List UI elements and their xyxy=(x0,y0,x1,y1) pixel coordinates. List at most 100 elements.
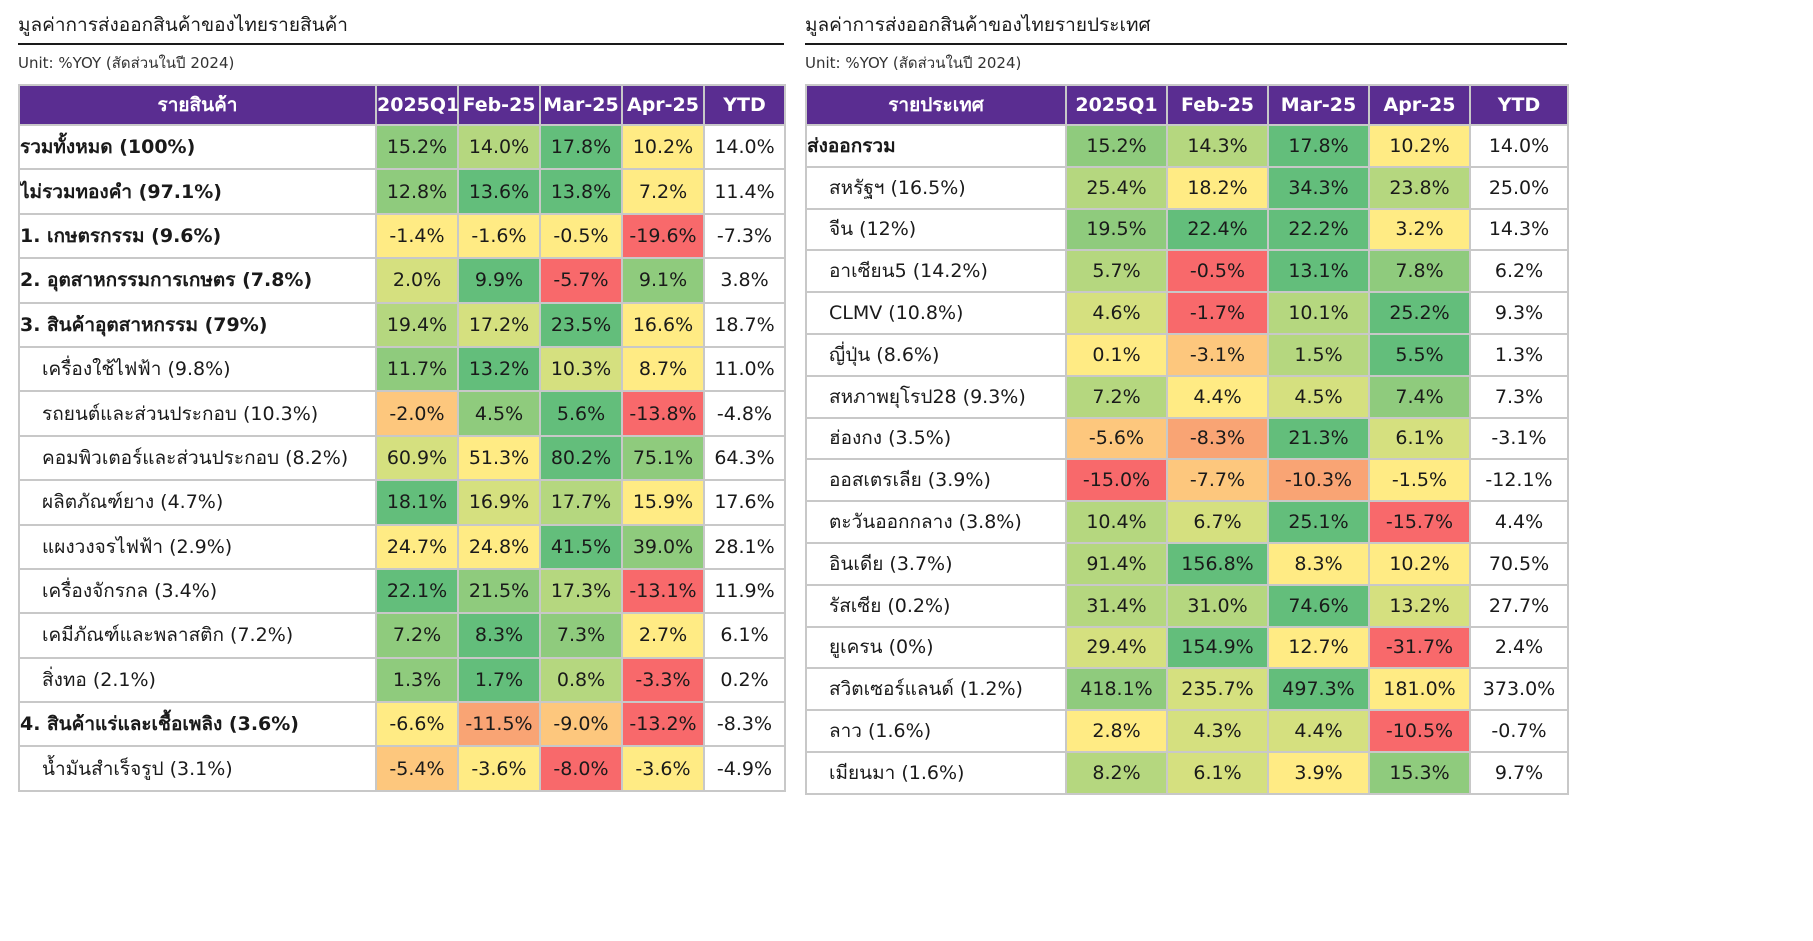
row-label: เคมีภัณฑ์และพลาสติก (7.2%) xyxy=(18,612,377,659)
value-cell: 10.1% xyxy=(1267,291,1370,335)
table-row: ผลิตภัณฑ์ยาง (4.7%) 18.1% 16.9% 17.7% 15.9% 1… xyxy=(18,479,786,526)
table-row: ญี่ปุ่น (8.6%) 0.1% -3.1% 1.5% 5.5% 1.3% xyxy=(805,332,1569,377)
value-cell: 31.0% xyxy=(1166,583,1269,628)
row-label: 4. สินค้าแร่และเชื้อเพลิง (3.6%) xyxy=(18,701,377,748)
value-cell: 10.2% xyxy=(1368,541,1471,586)
row-label: แผงวงจรไฟฟ้า (2.9%) xyxy=(18,523,377,570)
value-cell: 4.5% xyxy=(1267,374,1370,419)
value-cell: 4.6% xyxy=(1065,291,1168,335)
row-label: อาเซียน5 (14.2%) xyxy=(805,249,1067,294)
ytd-cell: 6.1% xyxy=(703,612,786,659)
value-cell: -13.1% xyxy=(621,567,705,615)
value-cell: -8.0% xyxy=(539,745,623,792)
table-row: แผงวงจรไฟฟ้า (2.9%) 24.7% 24.8% 41.5% 39.0% 2… xyxy=(18,523,786,570)
row-label: ญี่ปุ่น (8.6%) xyxy=(805,332,1067,377)
value-cell: 9.9% xyxy=(457,257,541,304)
value-cell: 1.3% xyxy=(375,656,459,704)
table-row: 2. อุตสาหกรรมการเกษตร (7.8%) 2.0% 9.9% -5.7… xyxy=(18,257,786,304)
value-cell: 8.7% xyxy=(621,345,705,393)
value-cell: -3.6% xyxy=(621,745,705,792)
value-cell: 181.0% xyxy=(1368,667,1471,712)
value-cell: 418.1% xyxy=(1065,667,1168,712)
value-cell: -3.6% xyxy=(457,745,541,792)
value-cell: -5.4% xyxy=(375,745,459,792)
value-cell: -3.3% xyxy=(621,656,705,704)
row-label: 3. สินค้าอุตสาหกรรม (79%) xyxy=(18,301,377,348)
value-cell: 1.7% xyxy=(457,656,541,704)
row-label: ส่งออกรวม xyxy=(805,124,1067,168)
value-cell: 12.8% xyxy=(375,168,459,215)
table-row: เครื่องใช้ไฟฟ้า (9.8%) 11.7% 13.2% 10.3% 8.7… xyxy=(18,345,786,393)
value-cell: 29.4% xyxy=(1065,625,1168,670)
value-cell: 15.2% xyxy=(1065,124,1168,168)
value-cell: 15.3% xyxy=(1368,750,1471,795)
ytd-cell: 9.3% xyxy=(1469,291,1569,335)
value-cell: 16.6% xyxy=(621,301,705,348)
row-label: รถยนต์และส่วนประกอบ (10.3%) xyxy=(18,390,377,437)
header-2025q1: 2025Q1 xyxy=(375,84,459,126)
value-cell: 7.3% xyxy=(539,612,623,659)
row-label: 2. อุตสาหกรรมการเกษตร (7.8%) xyxy=(18,257,377,304)
ytd-cell: 17.6% xyxy=(703,479,786,526)
value-cell: 1.5% xyxy=(1267,332,1370,377)
value-cell: 21.3% xyxy=(1267,416,1370,461)
value-cell: 5.7% xyxy=(1065,249,1168,294)
value-cell: 7.8% xyxy=(1368,249,1471,294)
ytd-cell: 1.3% xyxy=(1469,332,1569,377)
value-cell: -0.5% xyxy=(1166,249,1269,294)
header-ytd: YTD xyxy=(703,84,786,126)
product-table: รายสินค้า 2025Q1 Feb-25 Mar-25 Apr-25 YT… xyxy=(18,84,786,792)
ytd-cell: -7.3% xyxy=(703,212,786,260)
value-cell: 13.2% xyxy=(1368,583,1471,628)
value-cell: 19.4% xyxy=(375,301,459,348)
value-cell: 6.1% xyxy=(1166,750,1269,795)
row-label: สหรัฐฯ (16.5%) xyxy=(805,165,1067,210)
ytd-cell: 27.7% xyxy=(1469,583,1569,628)
value-cell: 13.8% xyxy=(539,168,623,215)
value-cell: 18.2% xyxy=(1166,165,1269,210)
value-cell: 75.1% xyxy=(621,434,705,482)
value-cell: 7.4% xyxy=(1368,374,1471,419)
row-label: 1. เกษตรกรรม (9.6%) xyxy=(18,212,377,260)
value-cell: 23.8% xyxy=(1368,165,1471,210)
panel-title: มูลค่าการส่งออกสินค้าของไทยรายสินค้า xyxy=(18,14,348,36)
table-row: เคมีภัณฑ์และพลาสติก (7.2%) 7.2% 8.3% 7.3% 2.… xyxy=(18,612,786,659)
row-label: ออสเตรเลีย (3.9%) xyxy=(805,458,1067,503)
value-cell: 17.3% xyxy=(539,567,623,615)
value-cell: -7.7% xyxy=(1166,458,1269,503)
table-row: ออสเตรเลีย (3.9%) -15.0% -7.7% -10.3% -1.5% -… xyxy=(805,458,1569,503)
value-cell: 3.9% xyxy=(1267,750,1370,795)
ytd-cell: 14.3% xyxy=(1469,207,1569,252)
row-label: ผลิตภัณฑ์ยาง (4.7%) xyxy=(18,479,377,526)
ytd-cell: -8.3% xyxy=(703,701,786,748)
value-cell: 14.0% xyxy=(457,123,541,171)
header-item: รายสินค้า xyxy=(18,84,377,126)
row-label: ตะวันออกกลาง (3.8%) xyxy=(805,500,1067,544)
value-cell: -3.1% xyxy=(1166,332,1269,377)
value-cell: 60.9% xyxy=(375,434,459,482)
value-cell: 235.7% xyxy=(1166,667,1269,712)
value-cell: 74.6% xyxy=(1267,583,1370,628)
table-row: ฮ่องกง (3.5%) -5.6% -8.3% 21.3% 6.1% -3.1% xyxy=(805,416,1569,461)
value-cell: -31.7% xyxy=(1368,625,1471,670)
value-cell: -1.6% xyxy=(457,212,541,260)
value-cell: 5.5% xyxy=(1368,332,1471,377)
ytd-cell: 11.9% xyxy=(703,567,786,615)
value-cell: 3.2% xyxy=(1368,207,1471,252)
value-cell: 11.7% xyxy=(375,345,459,393)
ytd-cell: 14.0% xyxy=(703,123,786,171)
row-label: น้ำมันสำเร็จรูป (3.1%) xyxy=(18,745,377,792)
country-table: รายประเทศ 2025Q1 Feb-25 Mar-25 Apr-25 YT… xyxy=(805,84,1569,795)
panel-title: มูลค่าการส่งออกสินค้าของไทยรายประเทศ xyxy=(805,14,1151,36)
ytd-cell: 11.0% xyxy=(703,345,786,393)
ytd-cell: 28.1% xyxy=(703,523,786,570)
value-cell: -11.5% xyxy=(457,701,541,748)
ytd-cell: 9.7% xyxy=(1469,750,1569,795)
table-row: ไม่รวมทองคำ (97.1%) 12.8% 13.6% 13.8% 7.2% 11… xyxy=(18,168,786,215)
title-divider xyxy=(805,43,1567,45)
value-cell: 25.1% xyxy=(1267,500,1370,544)
value-cell: 0.1% xyxy=(1065,332,1168,377)
ytd-cell: 70.5% xyxy=(1469,541,1569,586)
value-cell: 10.4% xyxy=(1065,500,1168,544)
table-row: คอมพิวเตอร์และส่วนประกอบ (8.2%) 60.9% 51.3… xyxy=(18,434,786,482)
